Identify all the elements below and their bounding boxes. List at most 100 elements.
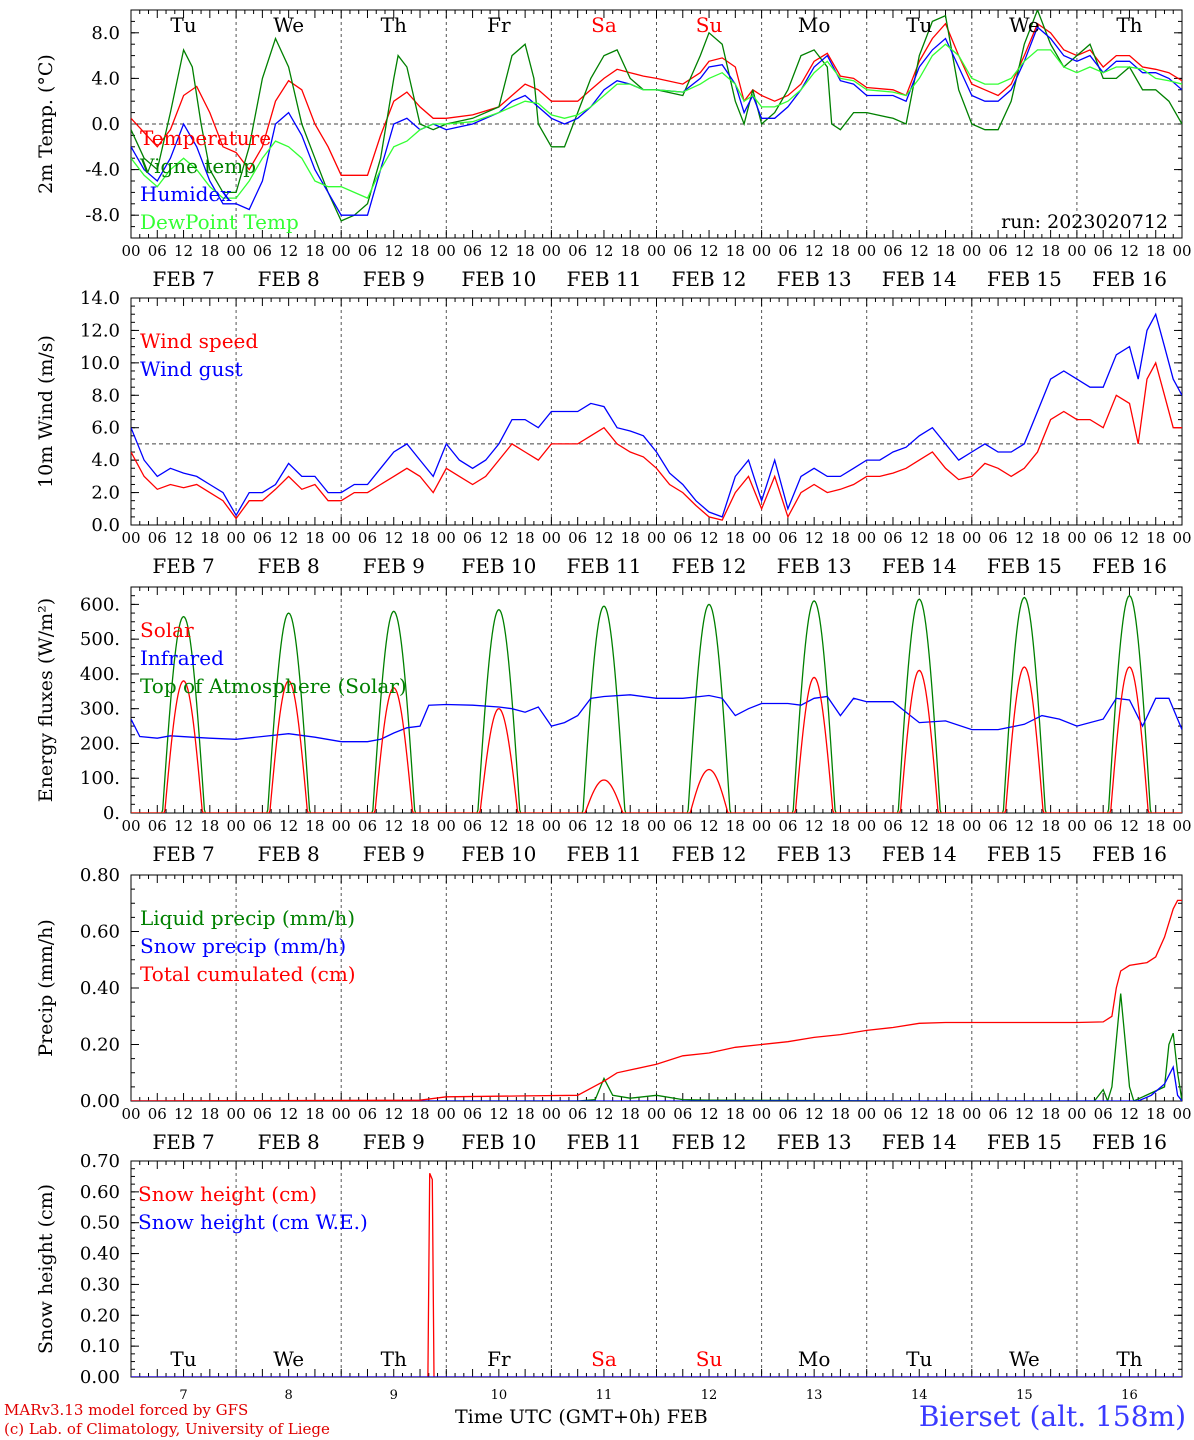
date-label: FEB 15 bbox=[987, 842, 1062, 866]
hour-label: 18 bbox=[516, 1105, 535, 1123]
hour-label: 18 bbox=[936, 529, 955, 547]
y-tick-label: 500. bbox=[80, 629, 120, 650]
hour-label: 12 bbox=[489, 1105, 508, 1123]
hour-label: 12 bbox=[805, 242, 824, 260]
hour-label: 00 bbox=[332, 529, 351, 547]
hour-label: 00 bbox=[437, 242, 456, 260]
hour-label: 06 bbox=[463, 529, 482, 547]
hour-label: 00 bbox=[647, 529, 666, 547]
hour-label: 06 bbox=[358, 1105, 377, 1123]
hour-label: 00 bbox=[437, 529, 456, 547]
hour-label: 12 bbox=[910, 817, 929, 835]
y-tick-label: 0.40 bbox=[80, 978, 120, 999]
hour-label: 00 bbox=[857, 242, 876, 260]
hour-label: 00 bbox=[121, 1105, 140, 1123]
panel-1 bbox=[130, 9, 1183, 239]
hour-label: 12 bbox=[279, 817, 298, 835]
hour-label: 18 bbox=[831, 817, 850, 835]
hour-label: 00 bbox=[1172, 529, 1191, 547]
hour-label: 18 bbox=[1146, 242, 1165, 260]
hour-label: 18 bbox=[410, 1105, 429, 1123]
weekday-label: We bbox=[1009, 13, 1040, 37]
hour-label: 18 bbox=[1041, 817, 1060, 835]
y-tick-label: 0.60 bbox=[80, 1182, 120, 1203]
weekday-label: Tu bbox=[906, 1347, 932, 1371]
hour-label: 12 bbox=[1015, 817, 1034, 835]
hour-label: 18 bbox=[936, 242, 955, 260]
y-axis-label: 10m Wind (m/s) bbox=[35, 335, 57, 488]
hour-label: 12 bbox=[700, 242, 719, 260]
hour-label: 00 bbox=[857, 529, 876, 547]
legend-infrared: Infrared bbox=[140, 646, 224, 670]
hour-label: 18 bbox=[1041, 1105, 1060, 1123]
y-tick-label: 12.0 bbox=[80, 320, 120, 341]
hour-label: 00 bbox=[542, 529, 561, 547]
hour-label: 00 bbox=[227, 1105, 246, 1123]
panel-4 bbox=[130, 874, 1183, 1102]
y-tick-label: 0.70 bbox=[80, 1151, 120, 1172]
hour-label: 12 bbox=[700, 529, 719, 547]
hour-label: 12 bbox=[279, 529, 298, 547]
date-label: FEB 11 bbox=[566, 267, 641, 291]
hour-label: 18 bbox=[1146, 817, 1165, 835]
weekday-label: Th bbox=[1116, 1347, 1142, 1371]
hour-label: 12 bbox=[594, 529, 613, 547]
date-label: FEB 14 bbox=[882, 1130, 957, 1154]
hour-label: 00 bbox=[227, 242, 246, 260]
date-label: FEB 15 bbox=[987, 1130, 1062, 1154]
date-label: FEB 16 bbox=[1092, 1130, 1167, 1154]
hour-label: 00 bbox=[752, 817, 771, 835]
hour-label: 12 bbox=[1015, 529, 1034, 547]
hour-label: 06 bbox=[989, 1105, 1008, 1123]
hour-label: 06 bbox=[673, 817, 692, 835]
date-label: FEB 9 bbox=[363, 842, 425, 866]
hour-label: 18 bbox=[1041, 242, 1060, 260]
hour-label: 06 bbox=[673, 1105, 692, 1123]
hour-label: 00 bbox=[1067, 529, 1086, 547]
station-name: Bierset (alt. 158m) bbox=[918, 1400, 1186, 1433]
date-label: FEB 7 bbox=[152, 1130, 214, 1154]
y-tick-label: -4.0 bbox=[85, 160, 120, 181]
hour-label: 06 bbox=[673, 529, 692, 547]
weekday-label: Tu bbox=[170, 1347, 196, 1371]
legend-wind-gust: Wind gust bbox=[140, 357, 243, 381]
legend-total-cumulated-cm-: Total cumulated (cm) bbox=[140, 962, 356, 986]
weekday-label: Mo bbox=[798, 1347, 831, 1371]
hour-label: 00 bbox=[542, 242, 561, 260]
weekday-label: Th bbox=[381, 13, 407, 37]
hour-label: 12 bbox=[594, 1105, 613, 1123]
hour-label: 18 bbox=[621, 242, 640, 260]
plot-area bbox=[131, 10, 1182, 222]
date-label: FEB 15 bbox=[987, 267, 1062, 291]
hour-label: 18 bbox=[305, 817, 324, 835]
weekday-label: Tu bbox=[906, 13, 932, 37]
day-number: 12 bbox=[701, 1388, 718, 1403]
hour-label: 06 bbox=[1094, 529, 1113, 547]
hour-label: 12 bbox=[805, 817, 824, 835]
day-number: 11 bbox=[596, 1388, 613, 1403]
hour-label: 06 bbox=[778, 529, 797, 547]
y-tick-label: -8.0 bbox=[85, 205, 120, 226]
date-label: FEB 12 bbox=[672, 1130, 747, 1154]
hour-label: 00 bbox=[1172, 1105, 1191, 1123]
plot-area bbox=[131, 594, 1182, 813]
hour-label: 12 bbox=[910, 1105, 929, 1123]
hour-label: 18 bbox=[1041, 529, 1060, 547]
y-axis-label: Snow height (cm) bbox=[35, 1184, 57, 1354]
y-axis-label: 2m Temp. (°C) bbox=[35, 54, 57, 194]
day-number: 9 bbox=[390, 1388, 398, 1403]
hour-label: 18 bbox=[1146, 529, 1165, 547]
day-number: 15 bbox=[1016, 1388, 1033, 1403]
plot-area bbox=[131, 312, 1182, 521]
hour-label: 00 bbox=[752, 1105, 771, 1123]
panel-3 bbox=[130, 586, 1183, 814]
hour-label: 18 bbox=[726, 529, 745, 547]
day-number: 7 bbox=[179, 1388, 187, 1403]
hour-label: 06 bbox=[568, 242, 587, 260]
hour-label: 06 bbox=[358, 529, 377, 547]
hour-label: 18 bbox=[305, 1105, 324, 1123]
date-label: FEB 13 bbox=[777, 842, 852, 866]
x-axis-label: Time UTC (GMT+0h) FEB bbox=[455, 1406, 708, 1428]
y-tick-label: 14.0 bbox=[80, 288, 120, 309]
